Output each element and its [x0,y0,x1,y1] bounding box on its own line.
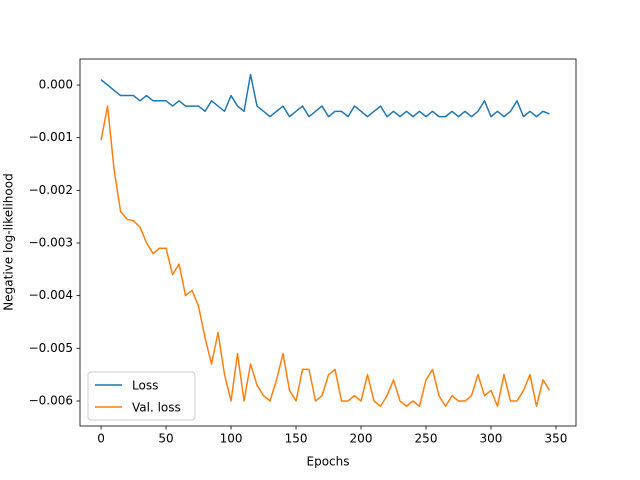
legend: Loss Val. loss [87,371,196,421]
x-tick-label: 150 [285,432,308,446]
legend-label: Loss [132,379,158,393]
y-tick-label: −0.005 [29,341,73,355]
plot-frame [79,58,577,427]
x-tick-label: 350 [545,432,568,446]
x-tick-label: 300 [480,432,503,446]
y-tick-label: −0.001 [29,130,73,144]
y-tick-label: −0.004 [29,288,73,302]
legend-box [87,371,196,421]
y-tick-label: −0.006 [29,393,73,407]
series-line [100,105,551,407]
y-tick-label: 0.000 [39,78,73,92]
x-tick-label: 50 [158,432,173,446]
x-axis-label: Epochs [307,455,350,469]
y-tick-label: −0.003 [29,236,73,250]
series-line [100,73,550,118]
x-tick-label: 200 [350,432,373,446]
legend-label: Val. loss [132,401,181,415]
y-axis-label: Negative log-likelihood [2,173,16,310]
y-tick-label: −0.002 [29,183,73,197]
x-tick-label: 0 [97,432,105,446]
x-tick-label: 100 [220,432,243,446]
x-tick-label: 250 [415,432,438,446]
